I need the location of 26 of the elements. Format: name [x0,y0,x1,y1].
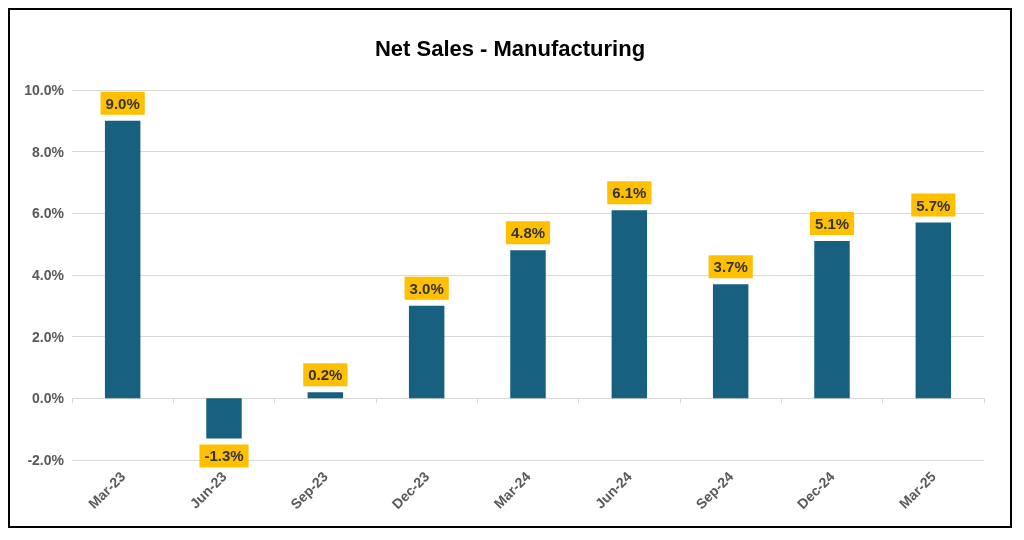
data-label: 5.1% [814,215,850,233]
bar [206,398,242,439]
y-tick-label: 0.0% [32,390,65,407]
data-label: 4.8% [510,224,546,242]
bar [408,305,445,399]
chart-title: Net Sales - Manufacturing [374,35,646,61]
data-label: 9.0% [105,94,140,112]
data-label: 5.7% [916,196,951,214]
y-tick-label: 6.0% [32,205,65,222]
y-tick-label: 8.0% [32,143,65,160]
bar [712,284,749,399]
data-label: 0.2% [308,366,343,384]
y-tick-label: 10.0% [24,82,65,98]
bar [510,250,546,399]
bar [307,392,344,399]
bar [915,222,952,399]
bar [814,241,850,399]
y-tick-label: 4.0% [32,267,65,283]
data-label: -1.3% [204,447,244,465]
data-label: 3.0% [409,279,444,297]
data-label: 3.7% [713,258,748,276]
bar [611,210,648,399]
y-tick-label: 2.0% [32,328,65,345]
data-label: 6.1% [612,184,647,202]
bar [104,120,141,399]
y-tick-label: -2.0% [27,452,65,468]
